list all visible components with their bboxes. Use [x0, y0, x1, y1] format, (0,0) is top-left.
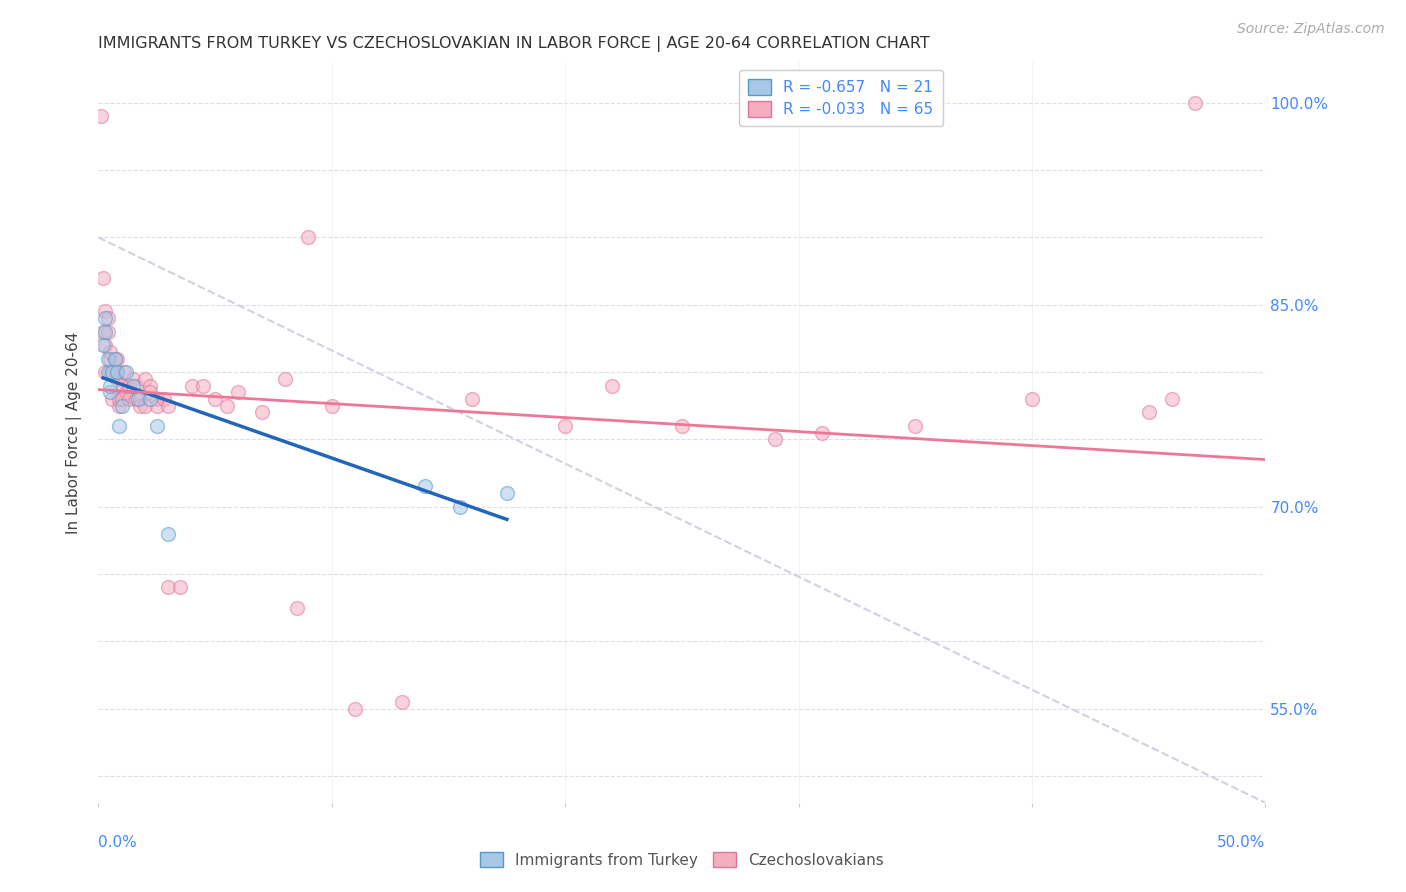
- Point: [101, 365, 124, 379]
- Point: [391, 695, 413, 709]
- Point: [125, 392, 148, 406]
- Point: [146, 418, 169, 433]
- Point: [97, 351, 120, 366]
- Point: [105, 365, 128, 379]
- Point: [228, 385, 250, 400]
- Y-axis label: In Labor Force | Age 20-64: In Labor Force | Age 20-64: [66, 332, 83, 533]
- Point: [250, 405, 273, 419]
- Point: [125, 378, 148, 392]
- Point: [1184, 95, 1206, 110]
- Point: [127, 392, 149, 406]
- Point: [461, 392, 484, 406]
- Point: [139, 385, 162, 400]
- Point: [129, 392, 152, 406]
- Point: [204, 392, 226, 406]
- Point: [98, 385, 121, 400]
- Point: [94, 304, 117, 318]
- Point: [105, 351, 128, 366]
- Point: [344, 701, 367, 715]
- Point: [950, 849, 973, 863]
- Point: [94, 311, 117, 326]
- Point: [129, 399, 152, 413]
- Point: [101, 392, 124, 406]
- Point: [139, 378, 162, 392]
- Point: [98, 344, 121, 359]
- Point: [111, 378, 134, 392]
- Point: [146, 392, 169, 406]
- Point: [274, 372, 297, 386]
- Point: [146, 399, 169, 413]
- Point: [449, 500, 471, 514]
- Point: [115, 385, 138, 400]
- Point: [98, 378, 121, 392]
- Point: [118, 392, 141, 406]
- Point: [180, 378, 202, 392]
- Text: Source: ZipAtlas.com: Source: ZipAtlas.com: [1237, 22, 1385, 37]
- Point: [285, 600, 308, 615]
- Point: [105, 365, 128, 379]
- Point: [97, 311, 120, 326]
- Point: [104, 351, 127, 366]
- Point: [554, 418, 576, 433]
- Point: [101, 365, 124, 379]
- Point: [111, 399, 134, 413]
- Text: 50.0%: 50.0%: [1218, 836, 1265, 850]
- Point: [108, 399, 131, 413]
- Point: [105, 372, 128, 386]
- Point: [215, 399, 238, 413]
- Point: [94, 325, 117, 339]
- Point: [104, 365, 127, 379]
- Point: [94, 338, 117, 352]
- Point: [193, 378, 215, 392]
- Point: [98, 365, 121, 379]
- Point: [115, 365, 138, 379]
- Legend: Immigrants from Turkey, Czechoslovakians: Immigrants from Turkey, Czechoslovakians: [474, 846, 890, 873]
- Point: [104, 351, 127, 366]
- Point: [134, 372, 156, 386]
- Point: [122, 372, 145, 386]
- Point: [134, 399, 156, 413]
- Point: [112, 365, 135, 379]
- Point: [91, 338, 114, 352]
- Point: [1161, 392, 1184, 406]
- Point: [108, 392, 131, 406]
- Point: [91, 270, 114, 285]
- Point: [122, 378, 145, 392]
- Point: [600, 378, 623, 392]
- Point: [763, 433, 786, 447]
- Point: [90, 109, 112, 123]
- Point: [1137, 405, 1160, 419]
- Point: [321, 399, 343, 413]
- Point: [118, 378, 141, 392]
- Point: [157, 581, 180, 595]
- Point: [111, 392, 134, 406]
- Point: [152, 392, 174, 406]
- Point: [157, 399, 180, 413]
- Point: [169, 581, 191, 595]
- Legend: R = -0.657   N = 21, R = -0.033   N = 65: R = -0.657 N = 21, R = -0.033 N = 65: [740, 70, 942, 127]
- Point: [671, 418, 693, 433]
- Point: [297, 230, 319, 244]
- Point: [97, 325, 120, 339]
- Point: [157, 526, 180, 541]
- Point: [811, 425, 834, 440]
- Point: [496, 486, 519, 500]
- Point: [94, 365, 117, 379]
- Point: [1021, 392, 1043, 406]
- Point: [97, 365, 120, 379]
- Point: [139, 392, 162, 406]
- Point: [904, 418, 927, 433]
- Text: IMMIGRANTS FROM TURKEY VS CZECHOSLOVAKIAN IN LABOR FORCE | AGE 20-64 CORRELATION: IMMIGRANTS FROM TURKEY VS CZECHOSLOVAKIA…: [98, 36, 931, 52]
- Point: [413, 479, 436, 493]
- Point: [91, 325, 114, 339]
- Point: [98, 351, 121, 366]
- Point: [108, 418, 131, 433]
- Text: 0.0%: 0.0%: [98, 836, 138, 850]
